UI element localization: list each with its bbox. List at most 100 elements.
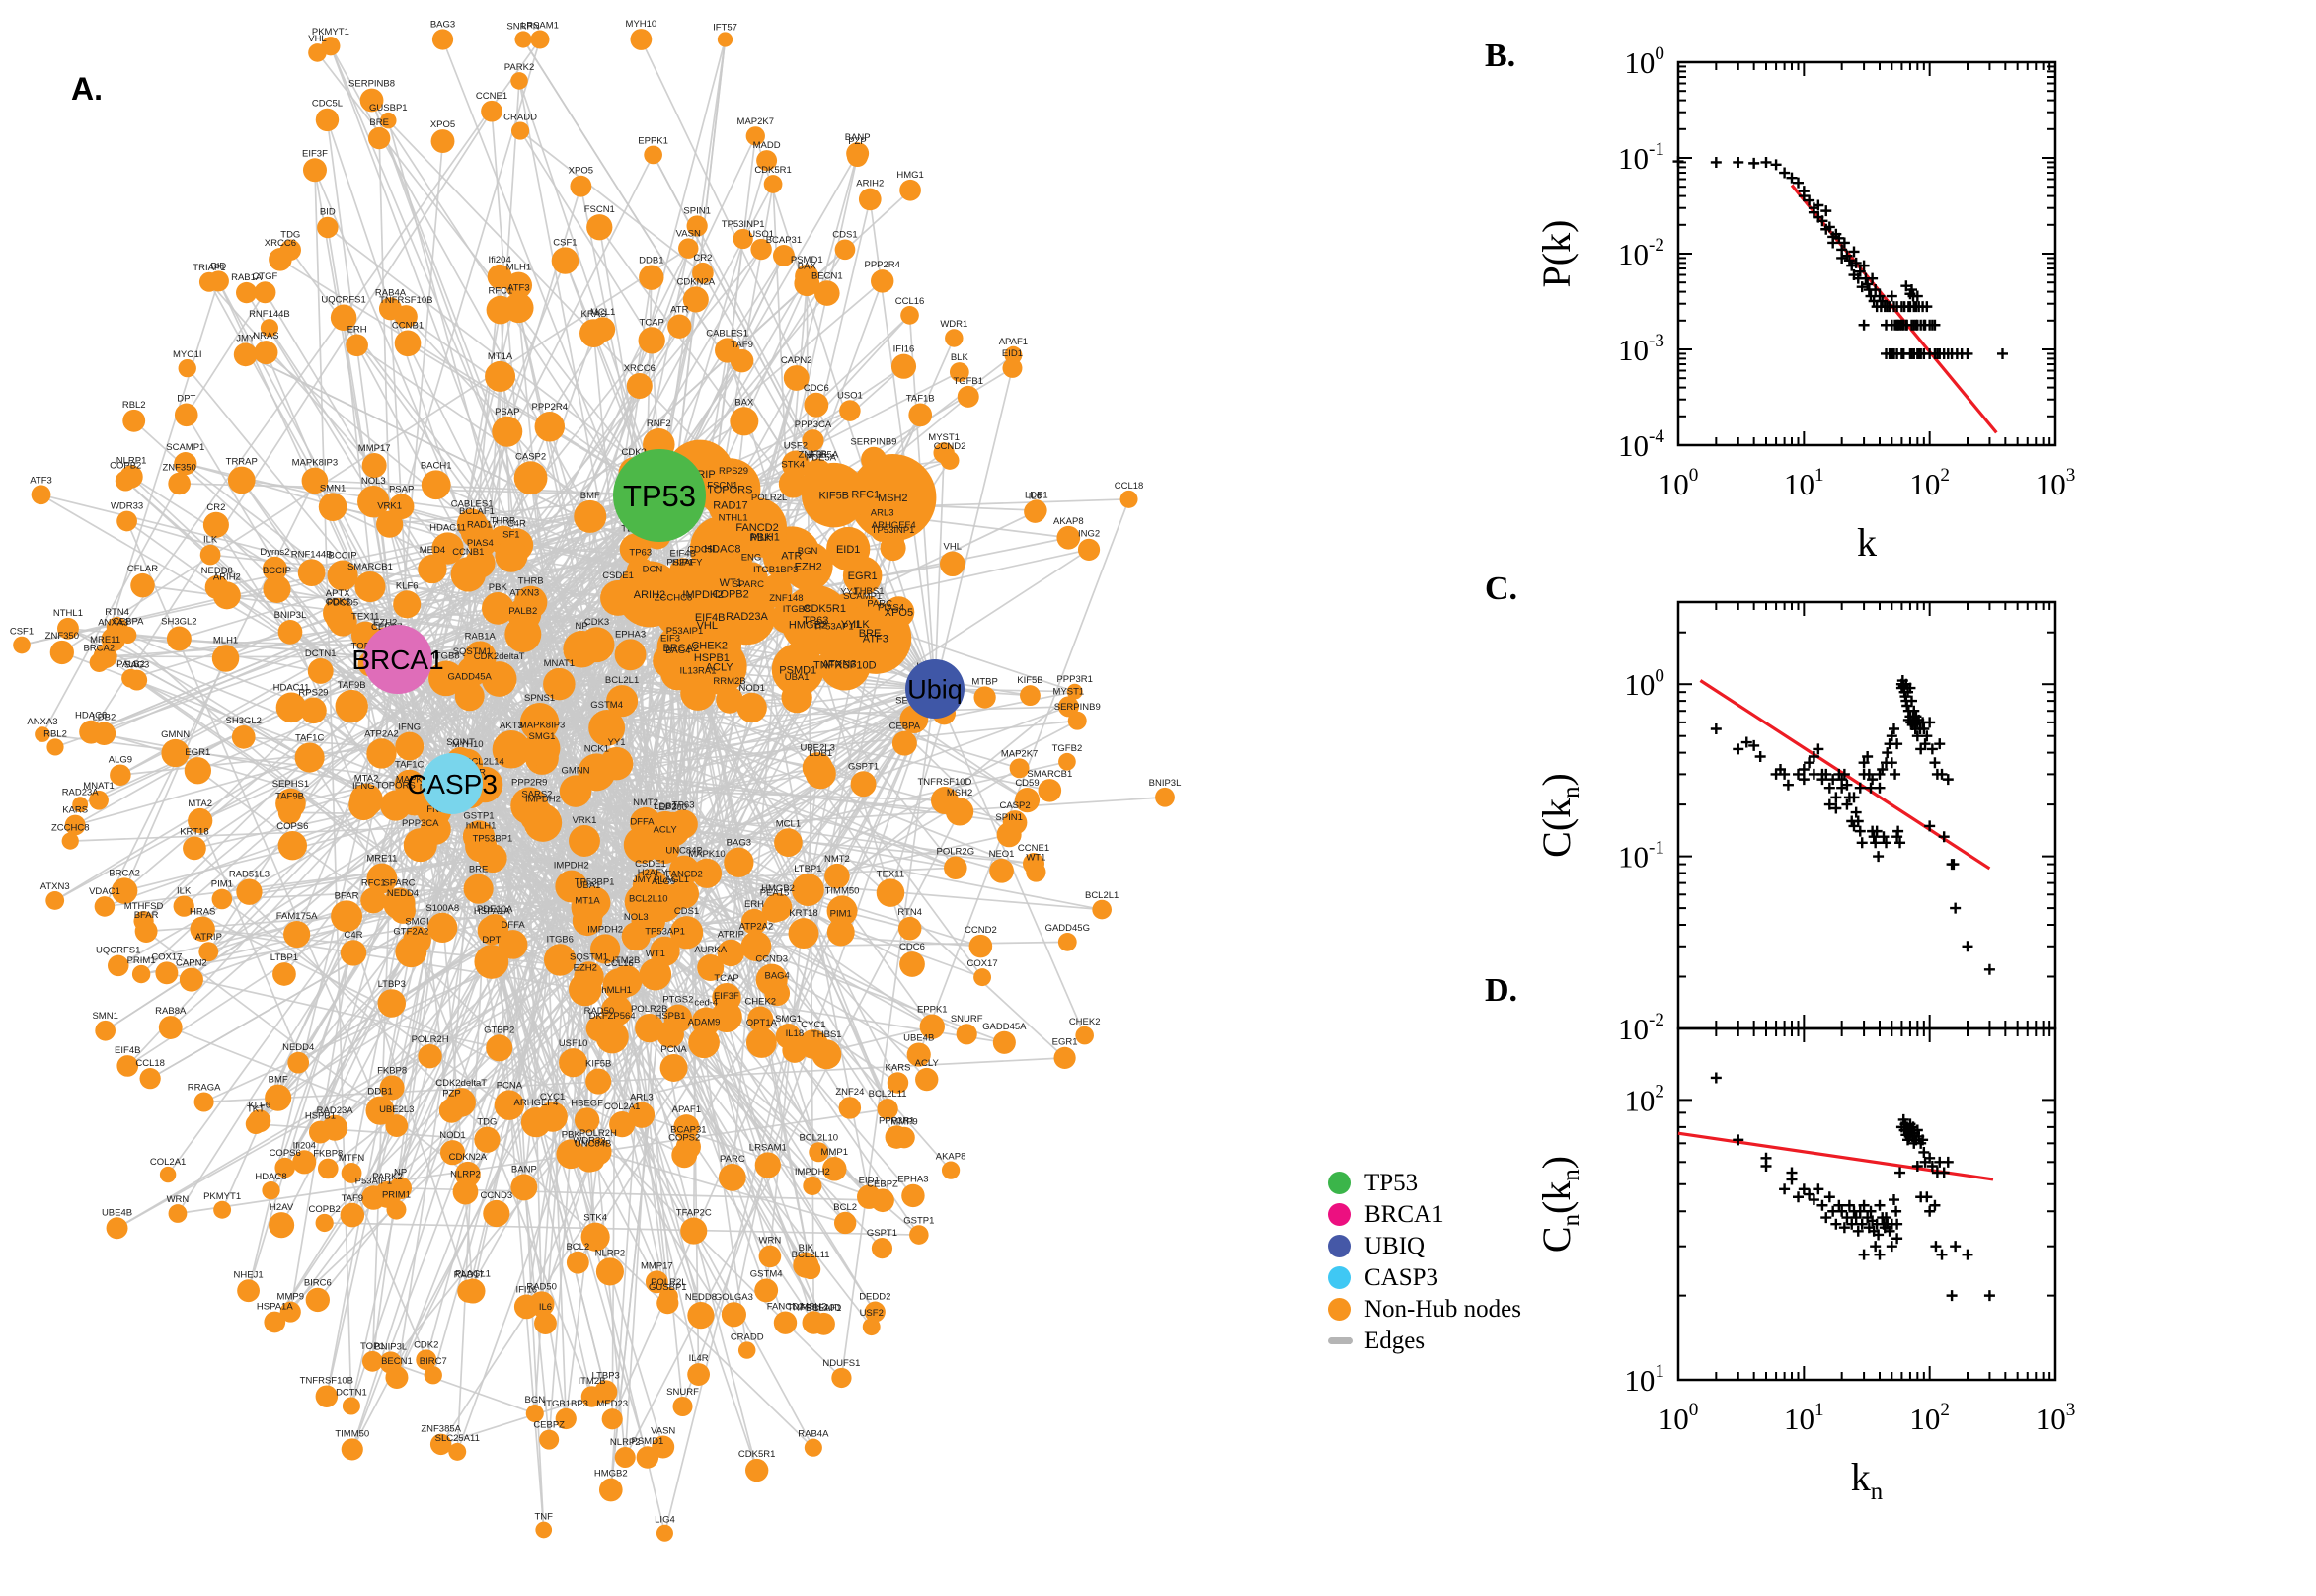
node-label: PSAP	[495, 407, 519, 418]
node-label: BAG3	[727, 838, 751, 849]
node-label: CASP2	[515, 451, 546, 462]
network-node	[569, 973, 602, 1007]
network-node	[432, 29, 453, 49]
node-label: MED23	[596, 1399, 628, 1409]
node-swatch-icon	[1328, 1266, 1351, 1289]
node-label: COPS6	[276, 821, 308, 832]
x-tick-label: 103	[2036, 465, 2076, 501]
node-label: KLF6	[396, 580, 419, 591]
node-label: ALG9	[652, 876, 675, 887]
node-label: BCLAF1	[807, 1303, 842, 1314]
network-node	[510, 72, 528, 90]
node-label: IL6	[539, 1302, 552, 1313]
network-node	[116, 511, 137, 532]
node-label: CDK5R1	[754, 165, 792, 176]
node-label: DFFA	[501, 920, 525, 931]
node-label: ITM2B	[578, 1376, 605, 1387]
network-node	[132, 965, 150, 983]
node-label: MYO1I	[173, 349, 202, 360]
network-node	[804, 393, 828, 418]
network-node	[1120, 491, 1138, 508]
node-label: BCL2L1	[605, 675, 639, 686]
node-label: BNIP3L	[374, 1341, 407, 1352]
legend-label: TP53	[1364, 1171, 1418, 1195]
node-label: GSPT1	[848, 761, 879, 772]
node-label: EIF4B	[115, 1045, 140, 1056]
node-label: SCAMP1	[166, 442, 204, 453]
node-label: LTBP1	[270, 952, 298, 963]
node-label: NOD1	[439, 1130, 465, 1141]
node-label: COX17	[151, 951, 182, 962]
node-label: WT1	[1026, 852, 1045, 863]
y-tick-label: 100	[1624, 43, 1664, 80]
node-label: IL6	[1029, 491, 1042, 501]
node-label: CABLES1	[451, 499, 494, 510]
network-node	[615, 639, 647, 670]
node-label: PPP3CA	[402, 818, 439, 829]
panel-b-letter: B.	[1485, 38, 1515, 75]
node-label: NLRP2	[450, 1170, 481, 1180]
network-node	[957, 1024, 977, 1044]
network-node	[185, 757, 211, 784]
network-node	[871, 269, 893, 292]
node-label: FKBP8	[377, 1065, 407, 1076]
network-node	[660, 1054, 688, 1082]
node-label: SPARC	[733, 579, 764, 590]
node-label: CR2	[693, 253, 712, 264]
node-label: SEPHS1	[272, 779, 310, 790]
node-label: NOD1	[738, 683, 764, 694]
node-label: NRAS	[253, 331, 278, 342]
node-label: DFFA	[630, 816, 655, 827]
network-node	[451, 557, 486, 591]
node-label: COL2A1	[604, 1102, 640, 1112]
node-label: UBE2L3	[379, 1104, 414, 1115]
network-node	[254, 341, 277, 364]
node-label: ZNF148	[769, 593, 803, 604]
node-label: WT1	[646, 949, 665, 959]
legend-item: UBIQ	[1328, 1230, 1521, 1261]
node-label: TP53BP1	[575, 876, 615, 887]
node-label: MYST1	[1053, 686, 1085, 697]
network-node	[343, 1397, 360, 1414]
network-node	[886, 1125, 908, 1148]
network-node	[283, 921, 310, 948]
network-node	[615, 1447, 636, 1468]
network-node	[599, 1479, 623, 1502]
network-node	[246, 1114, 266, 1134]
node-label: IFNG	[352, 781, 375, 792]
network-node	[1075, 1026, 1094, 1045]
node-label: MMP17	[641, 1260, 673, 1271]
node-label: AKAP8	[1053, 516, 1084, 527]
network-node	[877, 878, 905, 907]
network-node	[1002, 358, 1022, 378]
node-label: CSF1	[10, 627, 34, 638]
network-node	[871, 1188, 894, 1212]
network-node	[812, 1313, 835, 1335]
node-label: LTBP1	[794, 864, 821, 874]
network-node	[503, 293, 533, 323]
node-label: HDAC8	[75, 711, 107, 722]
node-label: DDB1	[639, 255, 663, 266]
node-label: PKMYT1	[312, 27, 349, 38]
node-label: SF1	[502, 530, 519, 541]
node-label: CDS1	[832, 229, 857, 240]
node-label: MED4	[420, 545, 445, 556]
node-label: ING2	[1078, 529, 1100, 540]
node-label: STK4	[781, 460, 805, 471]
node-label: ARHGEF4	[872, 520, 916, 531]
protein-interaction-network: MSH2RFC1YY1ATRATRIPEGR1HDAC8RAD17BREMLH1…	[0, 0, 1481, 1591]
node-label: MMP9	[277, 1292, 304, 1303]
node-label: MTHFSD	[124, 901, 164, 912]
node-label: UNC84B	[665, 846, 703, 857]
node-label: BCAP31	[766, 235, 802, 246]
network-node	[278, 831, 307, 860]
y-tick-label: 100	[1624, 665, 1664, 702]
panel-c-letter: C.	[1485, 570, 1517, 608]
network-node	[579, 627, 615, 662]
node-label: FSCN1	[707, 481, 737, 492]
network-node	[944, 856, 967, 879]
node-label: ZNF385A	[799, 450, 839, 461]
node-label: DCN	[643, 565, 663, 575]
y-tick-label: 101	[1624, 1361, 1664, 1398]
node-label: GMNN	[562, 765, 590, 776]
